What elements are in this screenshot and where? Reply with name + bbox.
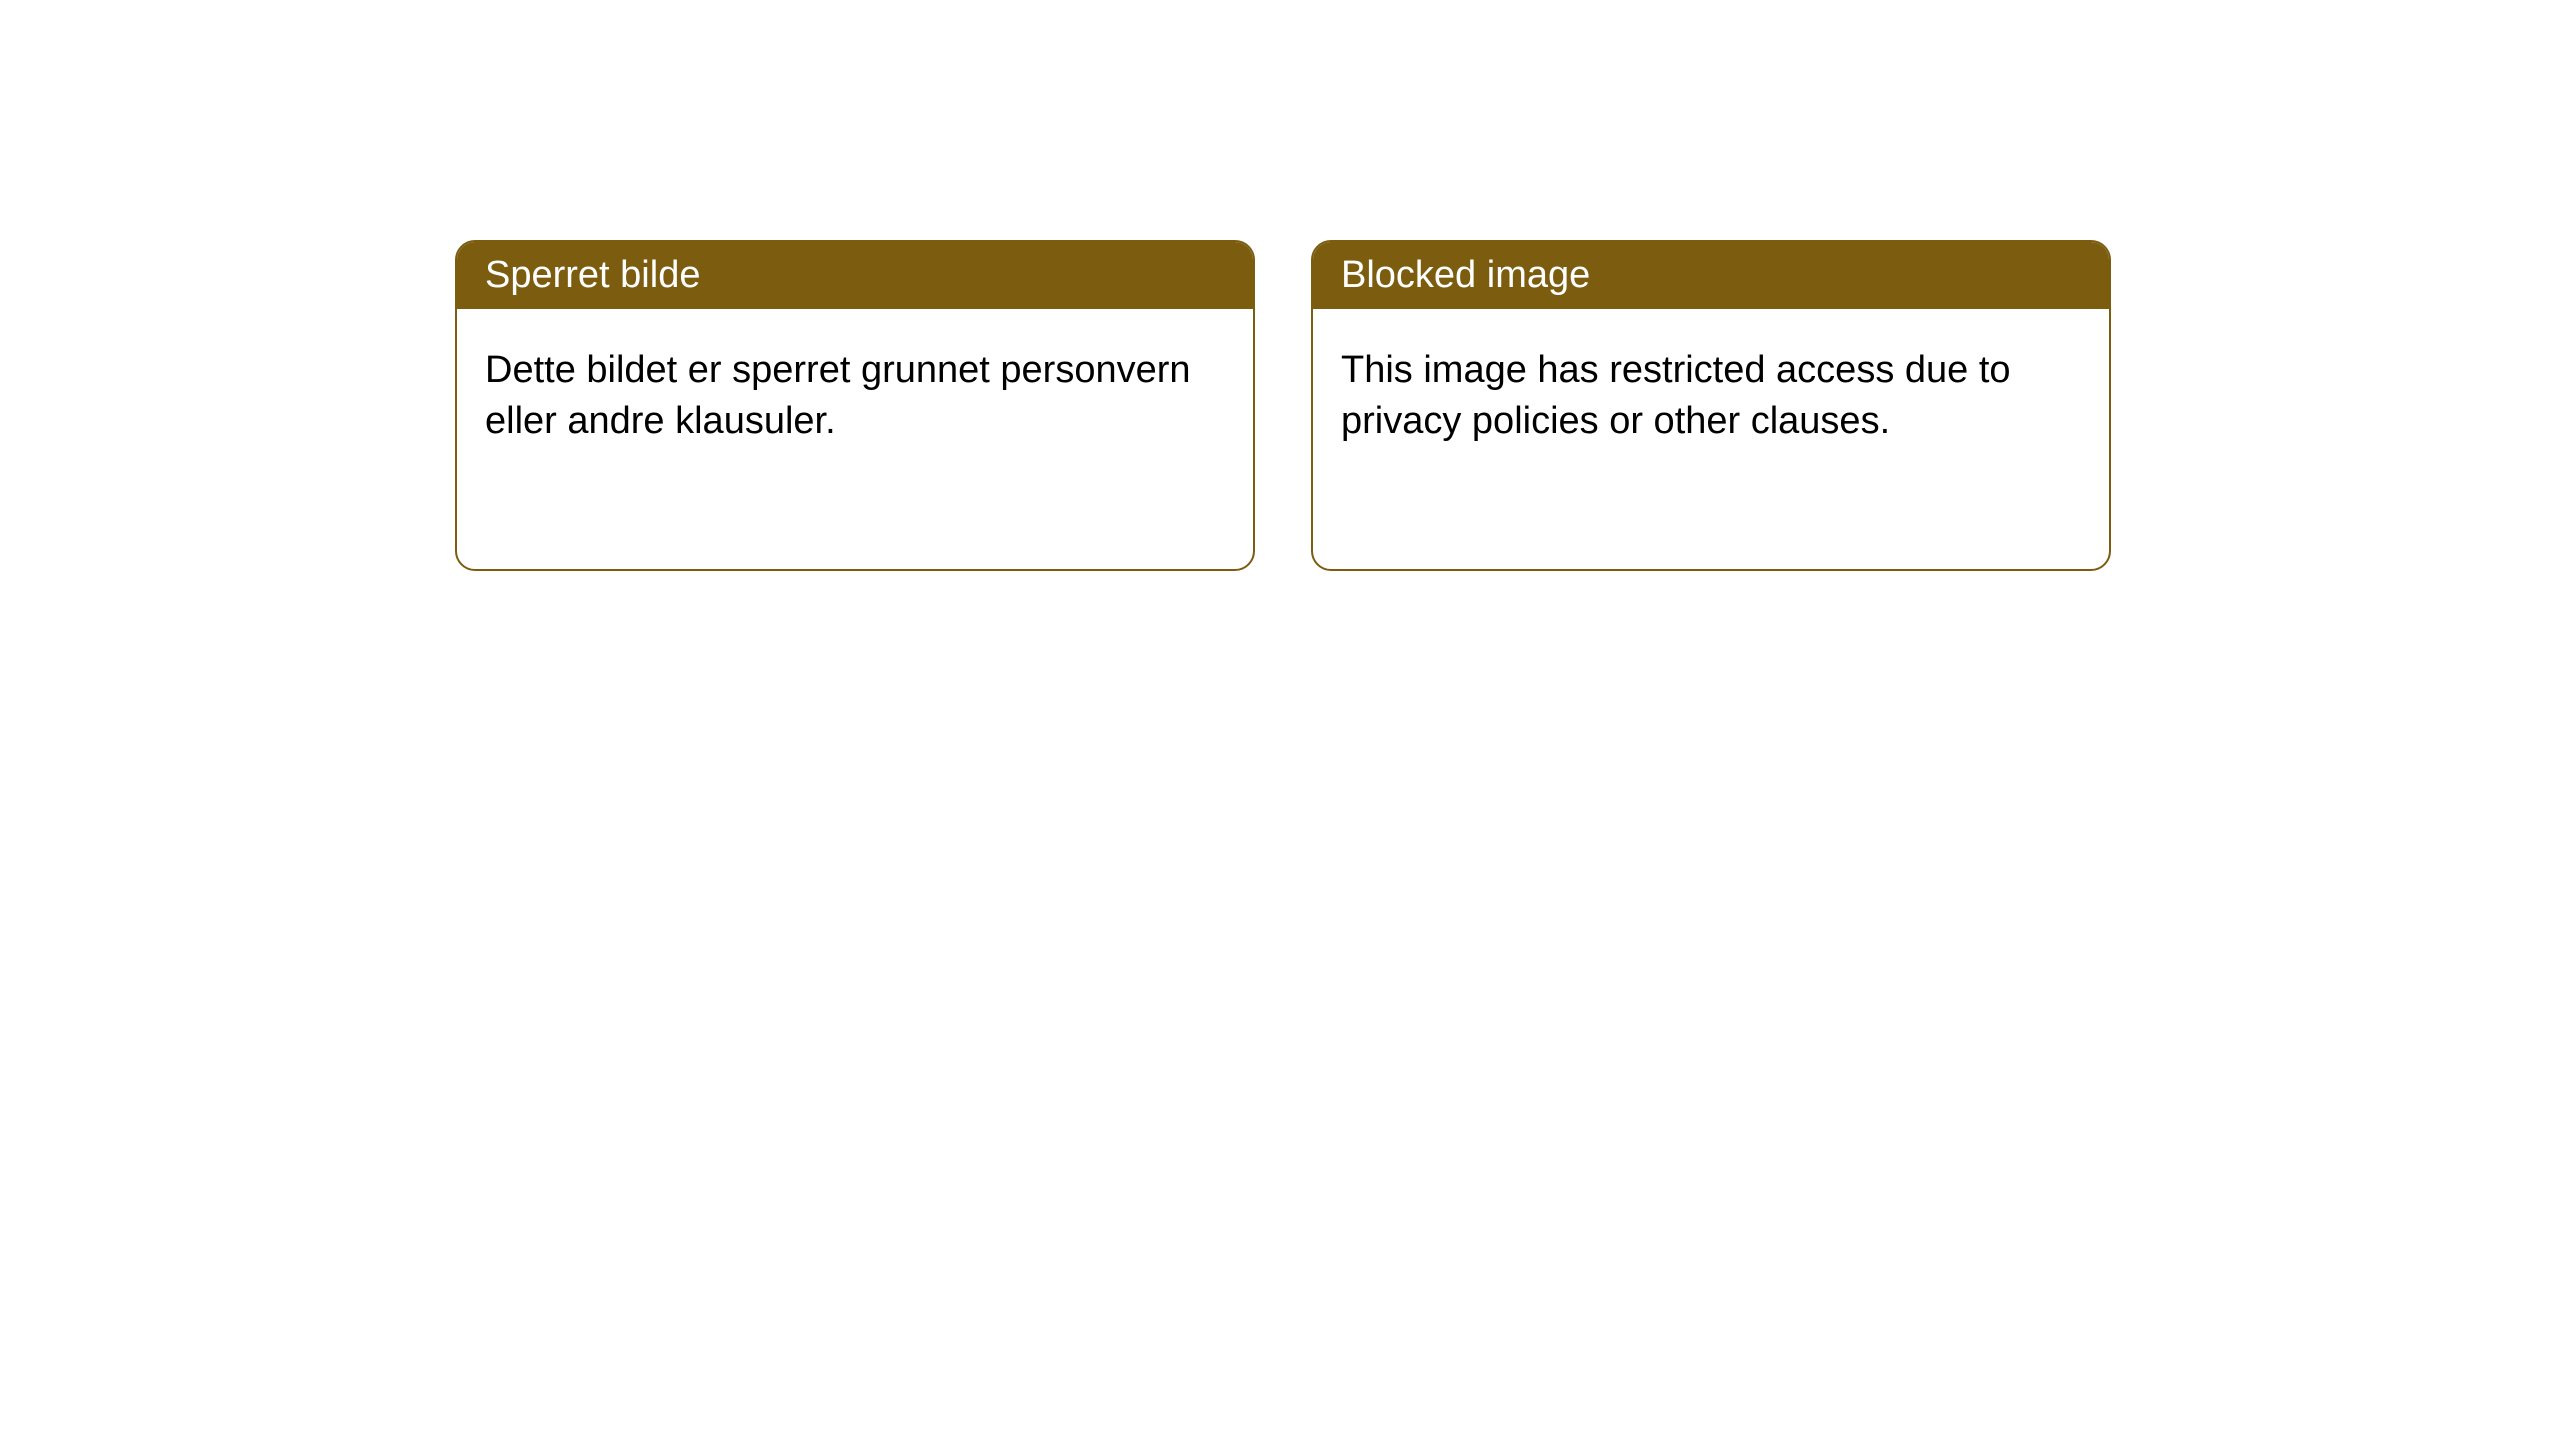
card-header: Blocked image: [1313, 242, 2109, 309]
notice-card-norwegian: Sperret bilde Dette bildet er sperret gr…: [455, 240, 1255, 571]
card-title: Blocked image: [1341, 254, 1590, 296]
notice-container: Sperret bilde Dette bildet er sperret gr…: [455, 240, 2111, 571]
card-body: This image has restricted access due to …: [1313, 309, 2109, 569]
card-title: Sperret bilde: [485, 254, 700, 296]
card-body: Dette bildet er sperret grunnet personve…: [457, 309, 1253, 569]
card-header: Sperret bilde: [457, 242, 1253, 309]
card-body-text: Dette bildet er sperret grunnet personve…: [485, 349, 1191, 442]
card-body-text: This image has restricted access due to …: [1341, 349, 2011, 442]
notice-card-english: Blocked image This image has restricted …: [1311, 240, 2111, 571]
